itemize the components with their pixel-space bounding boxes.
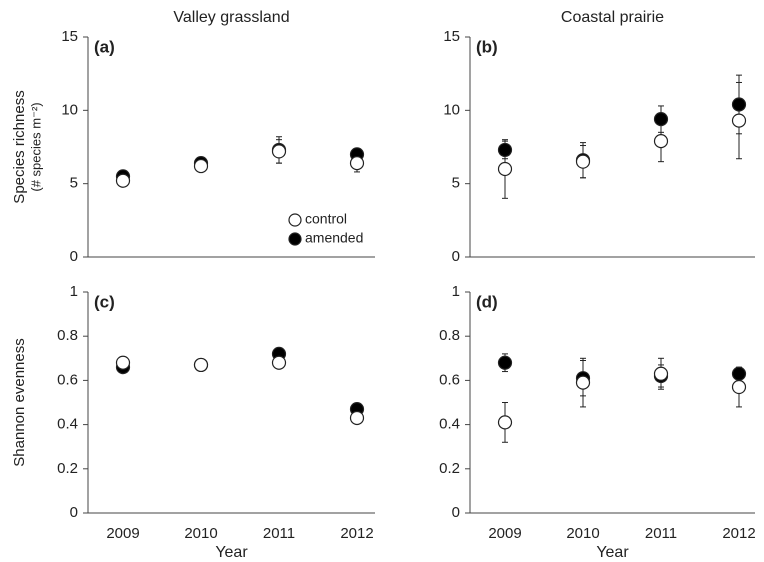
y-tick-label: 0.8 (439, 327, 460, 344)
y-tick-label: 5 (70, 175, 78, 192)
point (497, 161, 513, 177)
panel-label: (a) (94, 37, 115, 56)
y-tick-label: 0 (70, 504, 78, 521)
y-tick-label: 10 (443, 101, 460, 118)
panel-title: Coastal prairie (561, 9, 664, 26)
x-tick-label: 2009 (488, 525, 521, 542)
point (731, 97, 747, 112)
x-tick-label: 2011 (263, 525, 295, 542)
y-tick-label: 0.6 (439, 371, 460, 388)
x-tick-label: 2012 (340, 525, 373, 542)
y-tick-label: 0.6 (57, 371, 78, 388)
point (115, 355, 131, 370)
legend-label: amended (305, 230, 363, 246)
panel-label: (c) (94, 292, 115, 311)
y-tick-label: 0.2 (439, 460, 460, 477)
x-axis-label: Year (215, 544, 248, 561)
y-tick-label: 10 (61, 101, 78, 118)
y-axis-label: Shannon evenness (11, 338, 28, 466)
panel-label: (d) (476, 292, 498, 311)
y-axis-label: (# species m⁻²) (28, 102, 43, 191)
x-tick-label: 2012 (722, 525, 755, 542)
y-tick-label: 0.8 (57, 327, 78, 344)
point (653, 366, 669, 381)
point (193, 158, 209, 174)
point (271, 355, 287, 370)
y-tick-label: 0.4 (57, 416, 78, 433)
panel-label: (b) (476, 37, 498, 56)
point (731, 366, 747, 381)
point (115, 173, 131, 188)
y-axis-label: Species richness (11, 90, 28, 203)
y-tick-label: 5 (452, 175, 460, 192)
point (193, 357, 209, 373)
x-tick-label: 2010 (566, 525, 599, 542)
point (731, 113, 747, 128)
y-tick-label: 0.2 (57, 460, 78, 477)
y-tick-label: 0 (70, 248, 78, 265)
y-tick-label: 0 (452, 248, 460, 265)
point (575, 154, 591, 169)
point (497, 415, 513, 430)
x-tick-label: 2011 (645, 525, 677, 542)
y-tick-label: 1 (70, 283, 78, 300)
x-axis-label: Year (596, 544, 629, 561)
point (653, 134, 669, 149)
x-tick-label: 2010 (184, 525, 217, 542)
point (349, 410, 365, 426)
y-tick-label: 0.4 (439, 416, 460, 433)
y-tick-label: 15 (61, 28, 78, 45)
legend-marker (288, 213, 302, 227)
point (349, 156, 365, 171)
legend-marker (288, 232, 302, 246)
x-tick-label: 2009 (106, 525, 139, 542)
legend-label: control (305, 211, 347, 227)
y-tick-label: 0 (452, 504, 460, 521)
point (271, 144, 287, 159)
panel-title: Valley grassland (173, 9, 289, 26)
point (497, 355, 513, 370)
point (653, 112, 669, 127)
point (497, 142, 513, 158)
y-tick-label: 15 (443, 28, 460, 45)
y-tick-label: 1 (452, 283, 460, 300)
point (731, 379, 747, 395)
point (575, 375, 591, 390)
